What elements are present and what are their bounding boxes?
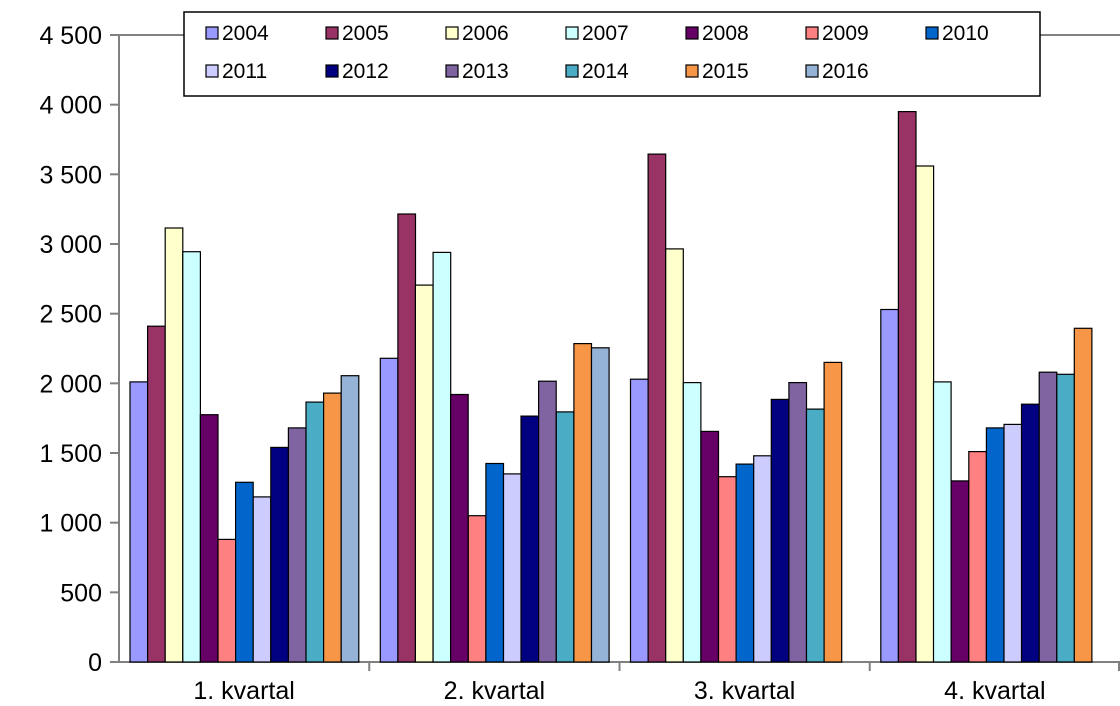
bar-2004-2 <box>379 357 399 663</box>
bar-2015-3 <box>823 361 843 663</box>
bar-2014-1 <box>305 401 325 663</box>
y-tick-label: 4 000 <box>39 92 102 120</box>
y-tick-label: 2 500 <box>39 301 102 329</box>
bar-2008-3 <box>700 430 720 663</box>
legend-swatch-2016 <box>805 64 819 78</box>
bar-2009-3 <box>717 476 737 663</box>
legend-label-2009: 2009 <box>822 22 869 45</box>
bar-2011-4 <box>1003 423 1023 663</box>
legend-swatch-2004 <box>205 26 219 40</box>
bar-2013-3 <box>788 382 808 663</box>
y-tick-label: 1 000 <box>39 510 102 538</box>
y-tick-label: 1 500 <box>39 440 102 468</box>
x-tick-label: 3. kvartal <box>694 677 795 705</box>
bar-2012-4 <box>1020 403 1040 663</box>
bar-2005-1 <box>147 325 166 663</box>
y-tick-label: 4 500 <box>39 22 102 50</box>
chart-bars <box>129 110 1093 663</box>
bar-2014-3 <box>805 408 825 663</box>
y-tick-label: 2 000 <box>39 370 102 398</box>
bar-2015-4 <box>1073 327 1093 663</box>
bar-2008-1 <box>199 414 219 663</box>
legend-swatch-2009 <box>805 26 819 40</box>
x-axis-ticks: 1. kvartal 2. kvartal 3. kvartal 4. kvartal <box>193 662 1120 705</box>
bar-2007-3 <box>682 382 702 663</box>
legend-label-2011: 2011 <box>222 60 267 83</box>
bar-2012-2 <box>520 415 540 663</box>
legend: 2004 2005 2006 2007 2008 2009 2010 2011 2012 2013… <box>183 11 1041 97</box>
y-tick-label: 500 <box>60 579 102 607</box>
bar-2009-4 <box>968 451 987 663</box>
y-tick-label: 3 500 <box>39 161 102 189</box>
bar-2013-1 <box>287 427 307 663</box>
legend-swatch-2012 <box>325 64 339 78</box>
x-tick-label: 4. kvartal <box>944 677 1045 705</box>
legend-swatch-2010 <box>925 26 939 40</box>
legend-swatch-2008 <box>685 26 699 40</box>
legend-label-2015: 2015 <box>702 60 749 83</box>
bar-2015-1 <box>323 392 342 663</box>
bar-2012-1 <box>270 446 289 663</box>
bar-2015-2 <box>573 343 593 663</box>
legend-label-2012: 2012 <box>342 60 389 83</box>
bar-2009-2 <box>467 515 487 663</box>
y-tick-label: 3 000 <box>39 231 102 259</box>
bar-2006-2 <box>414 284 434 663</box>
bar-2016-1 <box>340 375 360 663</box>
bar-2010-4 <box>985 427 1005 663</box>
legend-swatch-2006 <box>445 26 459 40</box>
legend-label-2008: 2008 <box>702 22 749 45</box>
legend-label-2010: 2010 <box>942 22 989 45</box>
bar-2008-4 <box>950 480 970 663</box>
bar-2006-3 <box>665 248 684 663</box>
bar-2011-3 <box>753 455 772 663</box>
bar-2012-3 <box>770 398 790 663</box>
legend-box <box>183 11 1041 97</box>
legend-label-2006: 2006 <box>462 22 509 45</box>
bar-2007-4 <box>932 381 952 663</box>
legend-swatch-2011 <box>205 64 219 78</box>
y-axis-ticks: 0 500 1 000 1 500 2 000 2 500 3 000 3 500 4 000 4… <box>39 22 119 677</box>
bar-2009-1 <box>217 538 237 663</box>
bar-2010-3 <box>735 463 755 663</box>
legend-swatch-2013 <box>445 64 459 78</box>
bar-2014-4 <box>1056 373 1076 663</box>
bar-2008-2 <box>450 393 469 663</box>
bar-2006-4 <box>915 165 935 663</box>
bar-2014-2 <box>555 411 575 663</box>
bar-2013-4 <box>1038 371 1058 663</box>
y-tick-label: 0 <box>88 649 102 677</box>
legend-label-2013: 2013 <box>462 60 509 83</box>
legend-label-2004: 2004 <box>222 22 269 45</box>
legend-label-2005: 2005 <box>342 22 389 45</box>
bar-2010-2 <box>485 462 505 663</box>
bar-2013-2 <box>537 380 557 663</box>
bar-2004-4 <box>880 308 899 663</box>
bar-2010-1 <box>235 481 254 663</box>
bar-2016-2 <box>590 347 610 663</box>
legend-label-2016: 2016 <box>822 60 869 83</box>
x-tick-label: 2. kvartal <box>444 677 545 705</box>
bar-2004-3 <box>629 378 649 663</box>
bar-2011-1 <box>252 496 272 663</box>
legend-swatch-2007 <box>565 26 579 40</box>
legend-swatch-2005 <box>325 26 339 40</box>
x-tick-label: 1. kvartal <box>193 677 294 705</box>
legend-label-2007: 2007 <box>582 22 629 45</box>
legend-label-2014: 2014 <box>582 60 629 83</box>
bar-2004-1 <box>129 381 149 663</box>
legend-swatch-2015 <box>685 64 699 78</box>
bar-2006-1 <box>164 227 184 663</box>
bar-2005-3 <box>647 153 667 663</box>
bar-2011-2 <box>502 473 522 663</box>
bar-2005-2 <box>397 213 417 663</box>
legend-swatch-2014 <box>565 64 579 78</box>
bar-2007-1 <box>182 251 202 663</box>
bar-2005-4 <box>897 110 917 663</box>
bar-2007-2 <box>432 251 452 663</box>
